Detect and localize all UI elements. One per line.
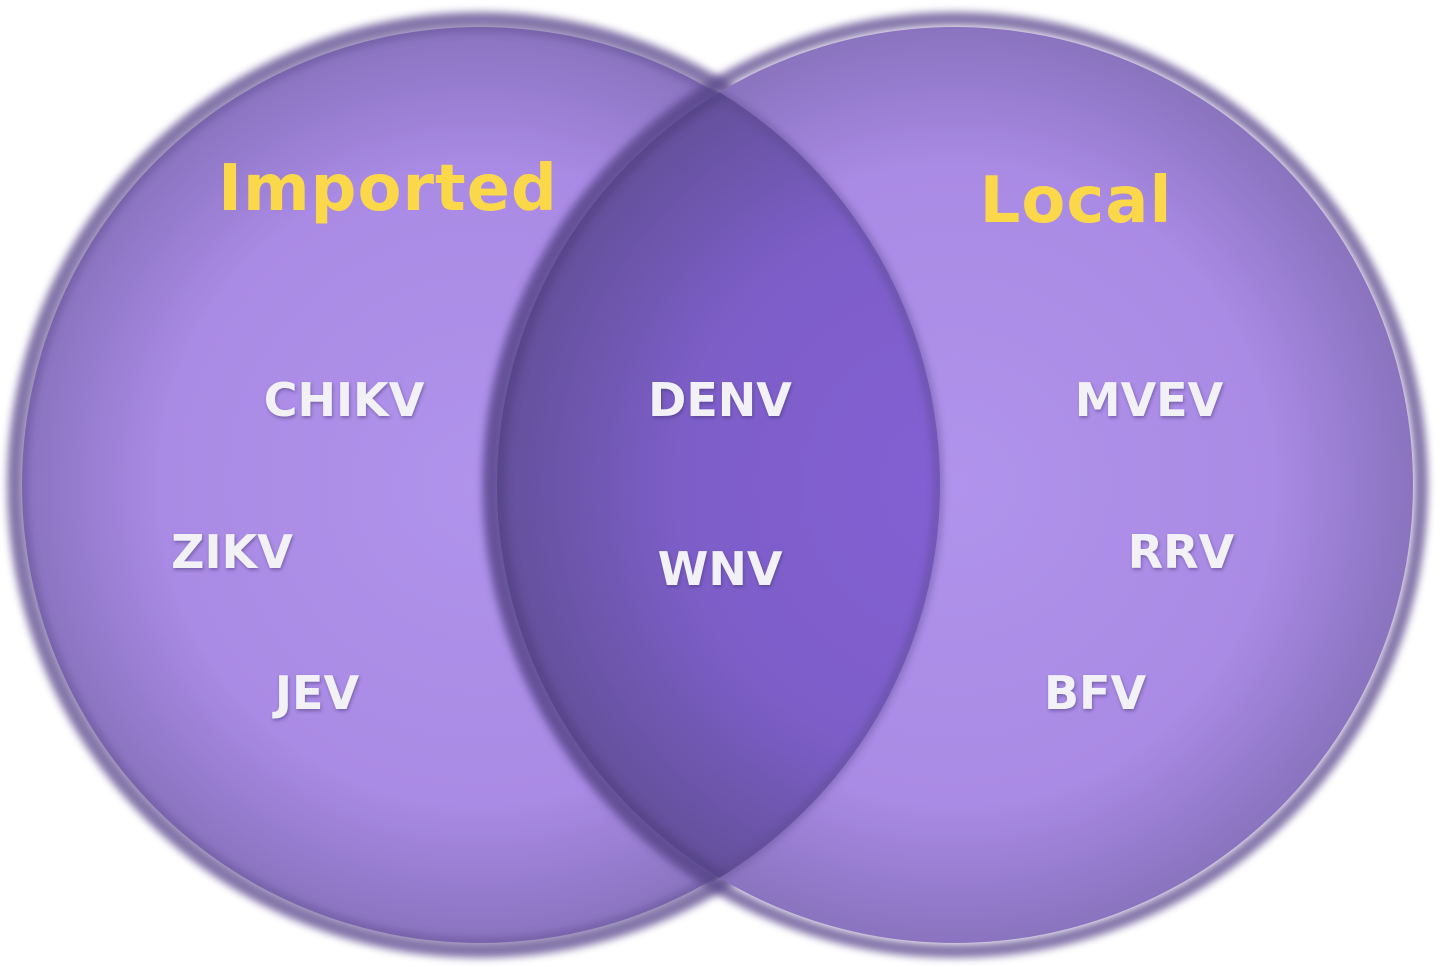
item-label: ZIKV	[171, 525, 293, 579]
item-label: BFV	[1044, 666, 1146, 720]
item-label: WNV	[658, 542, 783, 596]
item-label: RRV	[1128, 525, 1235, 579]
imported-title: Imported	[218, 152, 558, 226]
left-circle-inner-edge	[17, 22, 943, 948]
local-title: Local	[980, 164, 1173, 238]
item-label: CHIKV	[264, 373, 425, 427]
item-label: DENV	[648, 373, 792, 427]
intersection-region	[489, 25, 940, 945]
item-label: MVEV	[1075, 373, 1224, 427]
item-label: JEV	[272, 666, 360, 720]
